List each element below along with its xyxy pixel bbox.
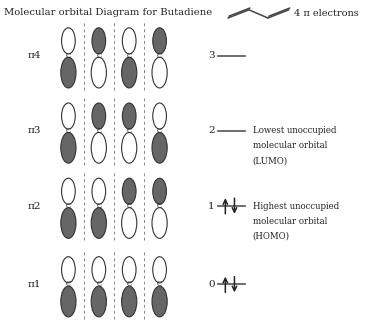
Ellipse shape bbox=[153, 257, 166, 283]
Text: molecular orbital: molecular orbital bbox=[253, 141, 327, 150]
Ellipse shape bbox=[122, 286, 137, 317]
Ellipse shape bbox=[122, 28, 136, 54]
Ellipse shape bbox=[122, 132, 137, 163]
Ellipse shape bbox=[92, 103, 106, 129]
Ellipse shape bbox=[61, 286, 76, 317]
Ellipse shape bbox=[122, 178, 136, 204]
Ellipse shape bbox=[152, 208, 167, 238]
Ellipse shape bbox=[62, 103, 75, 129]
Ellipse shape bbox=[62, 178, 75, 204]
Ellipse shape bbox=[61, 132, 76, 163]
Text: C: C bbox=[157, 281, 162, 288]
Ellipse shape bbox=[92, 178, 106, 204]
Text: C: C bbox=[157, 52, 162, 60]
Ellipse shape bbox=[152, 132, 167, 163]
Text: C: C bbox=[127, 127, 132, 135]
Text: C: C bbox=[157, 202, 162, 210]
Text: 1: 1 bbox=[208, 201, 215, 211]
Ellipse shape bbox=[153, 178, 166, 204]
Ellipse shape bbox=[91, 57, 106, 88]
Ellipse shape bbox=[92, 28, 106, 54]
Ellipse shape bbox=[122, 103, 136, 129]
Text: π1: π1 bbox=[27, 280, 41, 289]
Ellipse shape bbox=[91, 208, 106, 238]
Text: C: C bbox=[96, 281, 101, 288]
Ellipse shape bbox=[122, 57, 137, 88]
Ellipse shape bbox=[122, 257, 136, 283]
Text: C: C bbox=[127, 52, 132, 60]
Ellipse shape bbox=[122, 208, 137, 238]
Text: molecular orbital: molecular orbital bbox=[253, 216, 327, 226]
Ellipse shape bbox=[62, 257, 75, 283]
Ellipse shape bbox=[152, 286, 167, 317]
Ellipse shape bbox=[91, 132, 106, 163]
Ellipse shape bbox=[61, 208, 76, 238]
Ellipse shape bbox=[91, 286, 106, 317]
Text: C: C bbox=[96, 127, 101, 135]
Text: 0: 0 bbox=[208, 280, 215, 289]
Text: C: C bbox=[127, 202, 132, 210]
Text: Highest unoccupied: Highest unoccupied bbox=[253, 201, 339, 211]
Text: C: C bbox=[96, 52, 101, 60]
Ellipse shape bbox=[62, 28, 75, 54]
Text: C: C bbox=[66, 52, 71, 60]
Text: (LUMO): (LUMO) bbox=[253, 156, 288, 165]
Text: π2: π2 bbox=[27, 201, 41, 211]
Text: (HOMO): (HOMO) bbox=[253, 232, 290, 241]
Text: C: C bbox=[96, 202, 101, 210]
Ellipse shape bbox=[61, 57, 76, 88]
Text: C: C bbox=[127, 281, 132, 288]
Ellipse shape bbox=[153, 103, 166, 129]
Ellipse shape bbox=[92, 257, 106, 283]
Text: C: C bbox=[157, 127, 162, 135]
Text: π3: π3 bbox=[27, 126, 41, 135]
Text: 4 π electrons: 4 π electrons bbox=[294, 9, 359, 18]
Text: Lowest unoccupied: Lowest unoccupied bbox=[253, 126, 336, 135]
Ellipse shape bbox=[153, 28, 166, 54]
Text: C: C bbox=[66, 281, 71, 288]
Text: π4: π4 bbox=[27, 51, 41, 60]
Text: Molecular orbital Diagram for Butadiene: Molecular orbital Diagram for Butadiene bbox=[4, 8, 212, 17]
Text: C: C bbox=[66, 202, 71, 210]
Ellipse shape bbox=[152, 57, 167, 88]
Text: 2: 2 bbox=[208, 126, 215, 135]
Text: 3: 3 bbox=[208, 51, 215, 60]
Text: C: C bbox=[66, 127, 71, 135]
